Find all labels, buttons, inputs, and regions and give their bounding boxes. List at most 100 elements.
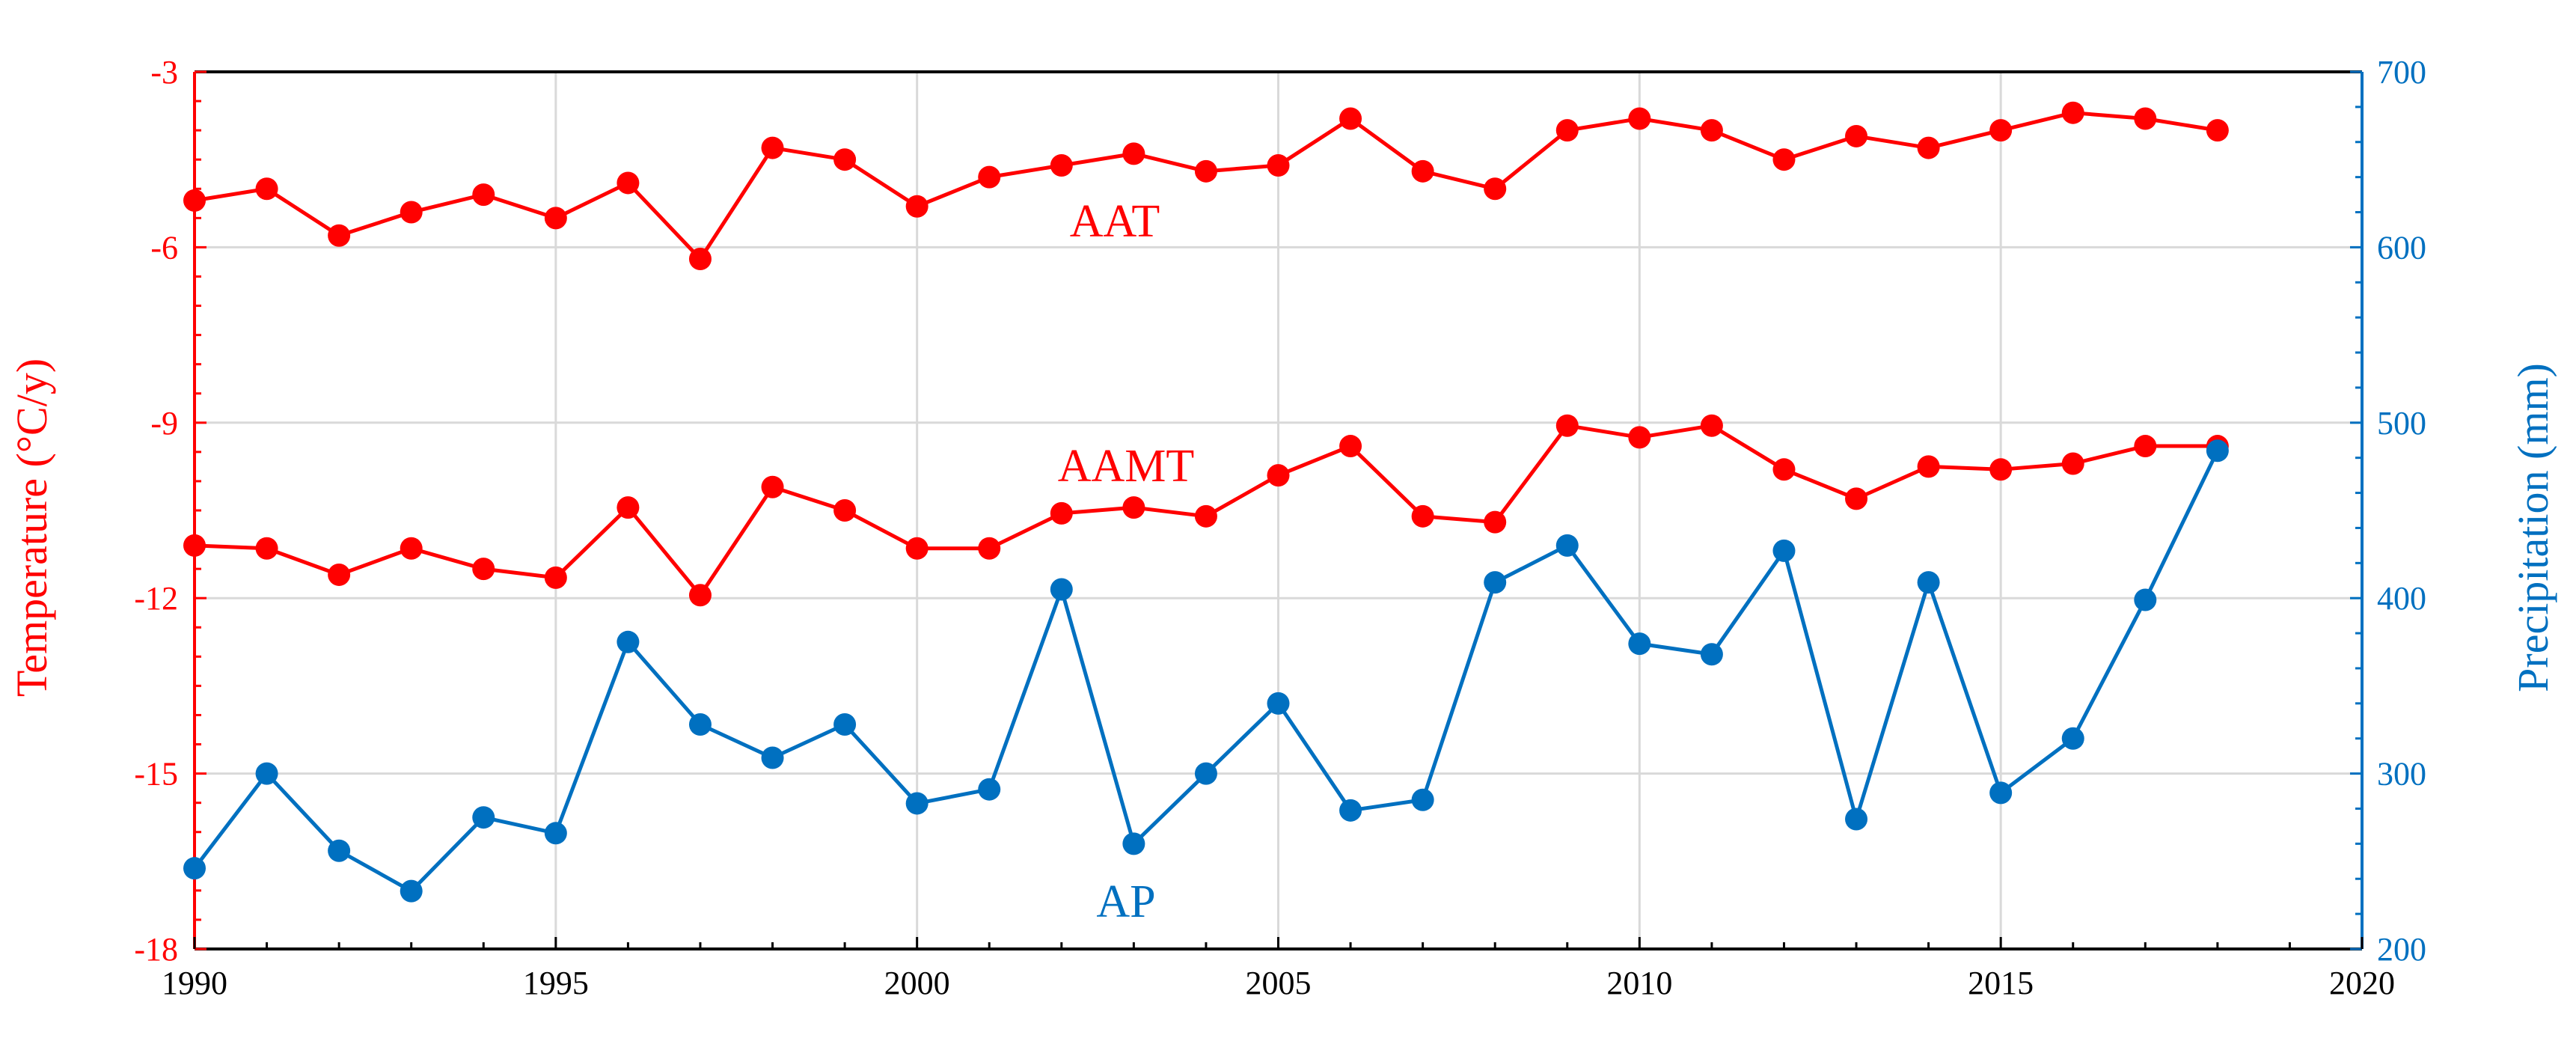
- data-point-ap: [1339, 799, 1362, 822]
- data-point-ap: [1555, 534, 1579, 557]
- series-label-aat: AAT: [1070, 196, 1160, 247]
- data-point-ap: [833, 712, 857, 736]
- data-point-aat: [688, 248, 712, 271]
- y-right-tick-label: 700: [2377, 54, 2426, 91]
- data-point-aat: [255, 177, 278, 201]
- x-tick-label: 2015: [1968, 965, 2034, 1001]
- data-point-aat: [328, 224, 351, 247]
- data-point-aat: [1989, 119, 2013, 142]
- y-right-tick-label: 200: [2377, 931, 2426, 968]
- data-point-ap: [1411, 788, 1434, 811]
- data-point-aat: [1194, 159, 1217, 183]
- data-point-aat: [1845, 124, 1868, 147]
- data-point-ap: [255, 762, 278, 785]
- data-point-ap: [1989, 781, 2013, 805]
- data-point-aamt: [761, 475, 784, 498]
- data-point-aamt: [1845, 487, 1868, 510]
- axes: [193, 70, 2364, 950]
- data-point-aat: [2061, 101, 2084, 124]
- data-point-aamt: [544, 566, 567, 589]
- data-point-ap: [905, 792, 928, 815]
- data-point-aamt: [1700, 414, 1723, 437]
- data-point-ap: [978, 778, 1001, 801]
- series-label-ap: AP: [1096, 876, 1155, 927]
- data-point-aat: [400, 201, 423, 224]
- y-left-tick-label: -15: [134, 756, 178, 793]
- data-point-aamt: [328, 563, 351, 586]
- y-right-tick-label: 400: [2377, 580, 2426, 617]
- tick-labels: -3 -6 -9 -12 -15 -18 700 600 500 400 300 200 1990 199…: [134, 54, 2426, 1001]
- data-point-aamt: [1628, 426, 1651, 449]
- data-point-aat: [1122, 142, 1145, 165]
- data-point-ap: [1194, 762, 1217, 785]
- y-right-tick-label: 300: [2377, 756, 2426, 793]
- data-point-aat: [617, 171, 640, 195]
- data-point-aamt: [905, 537, 928, 560]
- data-point-aat: [472, 183, 495, 207]
- data-point-ap: [761, 746, 784, 769]
- data-point-aamt: [1917, 455, 1940, 478]
- series-layer: [183, 101, 2229, 903]
- data-point-aamt: [1339, 435, 1362, 458]
- data-point-aat: [2206, 119, 2229, 142]
- data-point-ap: [1628, 632, 1651, 656]
- data-point-aat: [978, 165, 1001, 189]
- data-point-aat: [1555, 119, 1579, 142]
- data-point-aamt: [183, 534, 206, 557]
- data-point-ap: [1917, 571, 1940, 594]
- data-point-aamt: [472, 558, 495, 581]
- data-point-ap: [2061, 727, 2084, 750]
- y-right-tick-label: 600: [2377, 229, 2426, 266]
- data-point-ap: [400, 879, 423, 903]
- x-tick-label: 2010: [1606, 965, 1672, 1001]
- x-tick-label: 1995: [523, 965, 589, 1001]
- y-left-tick-label: -6: [150, 229, 178, 266]
- data-point-aamt: [617, 496, 640, 519]
- data-point-aat: [1267, 154, 1290, 177]
- data-point-ap: [472, 806, 495, 829]
- data-point-ap: [1484, 571, 1507, 594]
- data-point-aat: [1411, 159, 1434, 183]
- data-point-ap: [1845, 808, 1868, 831]
- data-point-aamt: [833, 499, 857, 522]
- data-point-ap: [183, 857, 206, 880]
- y-left-tick-label: -12: [134, 580, 178, 617]
- series-label-aamt: AAMT: [1058, 441, 1195, 492]
- data-point-aamt: [400, 537, 423, 560]
- x-tick-label: 2020: [2329, 965, 2395, 1001]
- data-point-aat: [1050, 154, 1073, 177]
- y-axis-title-right: Precipitation (mm): [2509, 363, 2557, 692]
- data-point-ap: [617, 630, 640, 653]
- x-tick-label: 1990: [162, 965, 227, 1001]
- data-point-ap: [1122, 832, 1145, 855]
- data-point-aat: [905, 195, 928, 218]
- data-point-aat: [544, 207, 567, 230]
- data-point-aat: [1484, 177, 1507, 201]
- data-point-aat: [1700, 119, 1723, 142]
- data-point-aamt: [1555, 414, 1579, 437]
- x-tick-label: 2005: [1246, 965, 1312, 1001]
- data-point-aamt: [1050, 501, 1073, 525]
- data-point-aat: [1917, 136, 1940, 159]
- grid: [195, 72, 2362, 949]
- data-point-aamt: [1194, 504, 1217, 528]
- y-right-tick-label: 500: [2377, 405, 2426, 442]
- data-point-ap: [2206, 439, 2229, 463]
- data-point-aat: [761, 136, 784, 159]
- y-left-tick-label: -9: [150, 405, 178, 442]
- data-point-aamt: [688, 584, 712, 607]
- data-point-aamt: [1772, 458, 1796, 481]
- data-point-aamt: [1411, 504, 1434, 528]
- data-point-aamt: [1484, 510, 1507, 534]
- data-point-aamt: [2134, 435, 2157, 458]
- x-tick-label: 2000: [884, 965, 950, 1001]
- data-point-aamt: [255, 537, 278, 560]
- data-point-aat: [1628, 107, 1651, 130]
- data-point-aamt: [1989, 458, 2013, 481]
- data-point-aamt: [1267, 464, 1290, 487]
- y-axis-title-left: Temperature (°C/y): [7, 358, 56, 697]
- data-point-ap: [688, 712, 712, 736]
- data-point-aat: [1772, 148, 1796, 171]
- data-point-ap: [2134, 588, 2157, 611]
